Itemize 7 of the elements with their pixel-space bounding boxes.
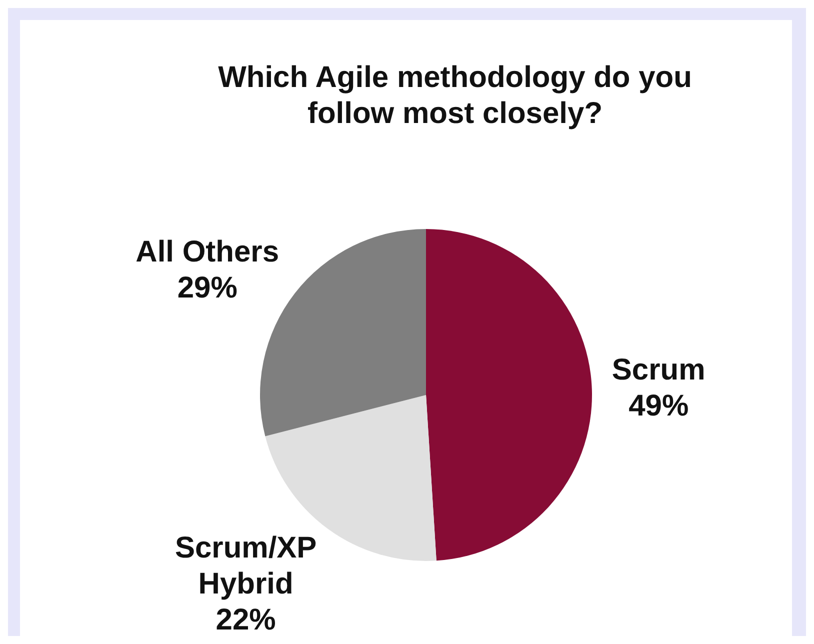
slice-label: All Others <box>136 235 280 268</box>
data-label: 49% <box>628 389 689 422</box>
chart-title: Which Agile methodology do you follow most closely? <box>217 60 693 132</box>
data-label: 22% <box>216 604 276 637</box>
slice-label: Scrum <box>612 353 706 386</box>
slice-label: Scrum/XP Hybrid <box>174 532 317 601</box>
data-label: 29% <box>177 271 238 304</box>
